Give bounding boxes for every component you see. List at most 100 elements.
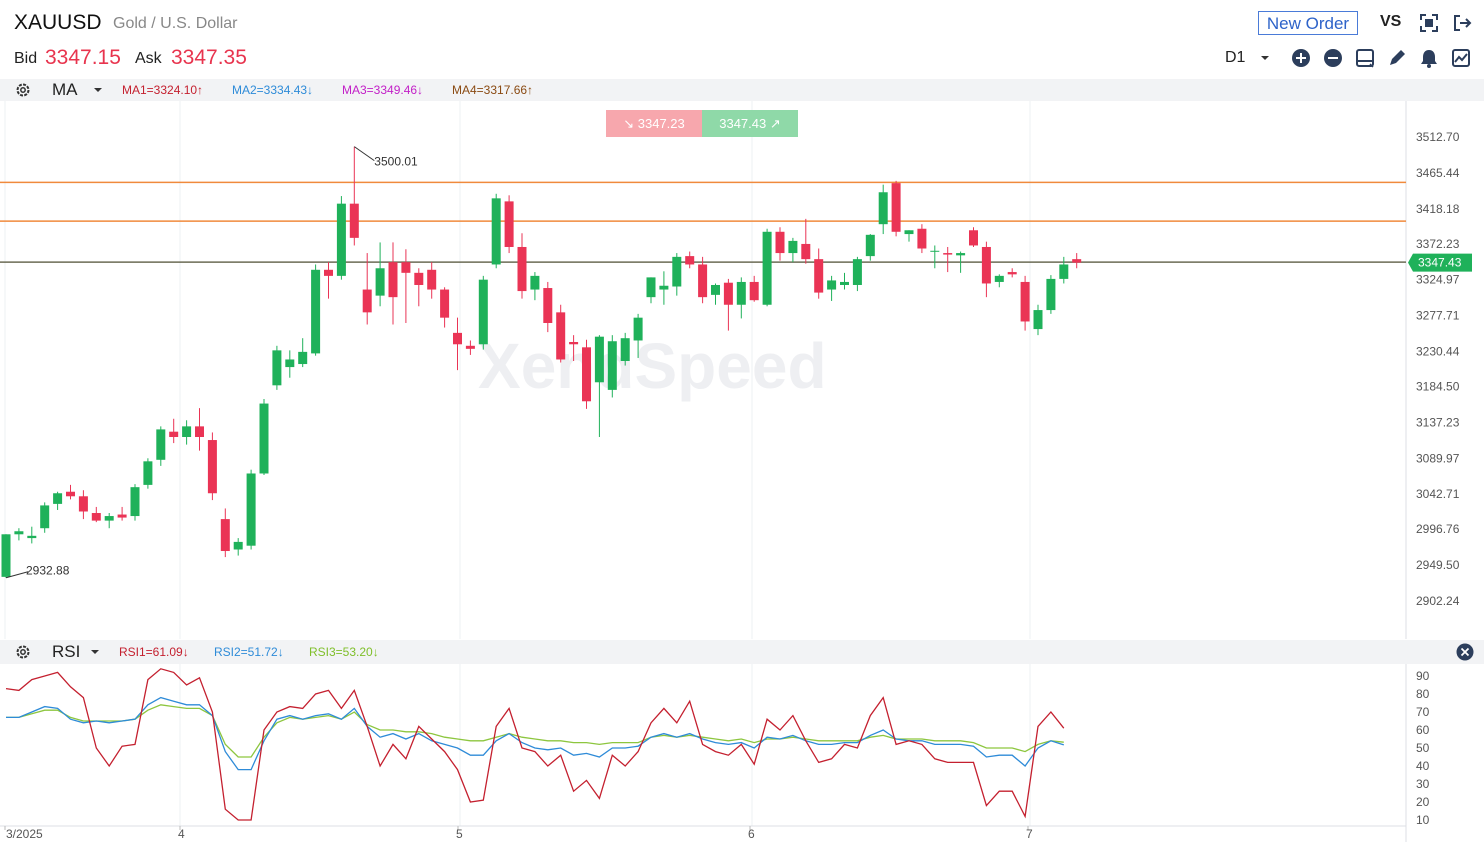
candle[interactable] [943, 246, 953, 273]
candle[interactable] [981, 241, 991, 298]
candle[interactable] [620, 332, 630, 366]
candle[interactable] [956, 251, 966, 273]
candle[interactable] [156, 426, 166, 466]
candle[interactable] [582, 339, 591, 409]
candle[interactable] [324, 262, 333, 299]
candle[interactable] [711, 283, 720, 305]
candle[interactable] [414, 268, 424, 307]
candle[interactable] [685, 251, 695, 269]
candle[interactable] [891, 180, 901, 237]
chevron-down-icon[interactable] [1260, 54, 1270, 62]
candle[interactable] [852, 256, 862, 292]
candle[interactable] [169, 418, 179, 444]
candle[interactable] [569, 335, 579, 361]
indicator-icon[interactable] [1451, 48, 1471, 68]
candle[interactable] [440, 287, 450, 328]
symbol-name[interactable]: XAUUSD [14, 11, 102, 34]
candle[interactable] [453, 317, 462, 371]
candle[interactable] [298, 338, 308, 368]
candle[interactable] [401, 249, 411, 323]
rsi-chart[interactable]: 90 80 70 60 50 40 30 20 10 3/2025 4 5 6 7 [0, 664, 1484, 842]
candle[interactable] [723, 278, 733, 331]
candle[interactable] [594, 335, 604, 438]
candle[interactable] [775, 227, 785, 261]
candle[interactable] [259, 399, 269, 476]
candle[interactable] [465, 340, 475, 355]
candle[interactable] [195, 408, 204, 451]
candle[interactable] [530, 272, 540, 301]
fullscreen-icon[interactable] [1419, 13, 1439, 33]
candle[interactable] [1020, 275, 1030, 331]
candle[interactable] [504, 195, 514, 254]
candle[interactable] [233, 538, 243, 556]
candle[interactable] [607, 335, 617, 398]
candle[interactable] [53, 491, 63, 510]
gear-icon[interactable] [15, 644, 31, 660]
candle[interactable] [40, 502, 50, 533]
gear-icon[interactable] [15, 82, 31, 98]
candle[interactable] [27, 526, 37, 544]
zoom-in-icon[interactable] [1291, 48, 1311, 68]
vs-button[interactable]: VS [1380, 13, 1402, 30]
candle[interactable] [1033, 304, 1043, 336]
candle[interactable] [220, 508, 230, 558]
price-chart[interactable]: XendSpeed 3500.01 2932.88 3512.70 3465.44 3… [0, 101, 1484, 639]
candle[interactable] [994, 274, 1004, 288]
candle[interactable] [517, 233, 527, 299]
candle[interactable] [762, 228, 772, 307]
sell-price-tag[interactable]: ↘ 3347.23 [606, 110, 702, 137]
candle[interactable] [362, 253, 372, 325]
candle[interactable] [130, 484, 140, 521]
new-order-button[interactable]: New Order [1258, 11, 1358, 35]
candle[interactable] [478, 275, 488, 350]
timeframe-select[interactable]: D1 [1225, 49, 1246, 66]
candle[interactable] [388, 242, 398, 325]
candle[interactable] [311, 264, 321, 356]
candle[interactable] [917, 224, 927, 254]
candle[interactable] [840, 272, 849, 290]
candle[interactable] [1059, 256, 1069, 284]
close-icon[interactable] [1456, 643, 1474, 661]
candle[interactable] [930, 245, 940, 269]
candle[interactable] [375, 242, 385, 307]
candle[interactable] [78, 490, 88, 520]
candle[interactable] [865, 234, 875, 261]
candle[interactable] [878, 184, 888, 235]
candle[interactable] [182, 420, 192, 445]
chart-type-icon[interactable] [1355, 48, 1375, 68]
candle[interactable] [117, 506, 127, 521]
buy-price-tag[interactable]: 3347.43 ↗ [702, 110, 798, 137]
candle[interactable] [749, 275, 759, 302]
candle[interactable] [104, 513, 114, 529]
candle[interactable] [659, 271, 669, 305]
candle[interactable] [543, 281, 553, 333]
candle[interactable] [491, 193, 501, 269]
candle[interactable] [285, 350, 295, 378]
candle[interactable] [1072, 253, 1082, 269]
candle[interactable] [1, 534, 11, 578]
candle[interactable] [633, 313, 643, 358]
candle[interactable] [904, 230, 914, 242]
candle[interactable] [801, 218, 811, 264]
candle[interactable] [207, 432, 217, 501]
chevron-down-icon[interactable] [90, 648, 100, 656]
candle[interactable] [91, 506, 101, 523]
candle[interactable] [246, 469, 256, 550]
candle[interactable] [349, 146, 359, 246]
zoom-out-icon[interactable] [1323, 48, 1343, 68]
candle[interactable] [698, 256, 708, 304]
rsi-indicator-name[interactable]: RSI [52, 642, 81, 661]
candle[interactable] [1007, 268, 1017, 278]
candle[interactable] [646, 277, 656, 304]
ma-indicator-name[interactable]: MA [52, 80, 78, 99]
candle[interactable] [788, 237, 798, 263]
candle[interactable] [143, 458, 153, 489]
candle[interactable] [814, 248, 824, 299]
candle[interactable] [427, 262, 437, 299]
candle[interactable] [672, 253, 682, 296]
candle[interactable] [14, 528, 24, 541]
candle[interactable] [1046, 275, 1056, 314]
candle[interactable] [969, 227, 978, 247]
pencil-icon[interactable] [1387, 48, 1407, 68]
exit-icon[interactable] [1452, 13, 1472, 33]
